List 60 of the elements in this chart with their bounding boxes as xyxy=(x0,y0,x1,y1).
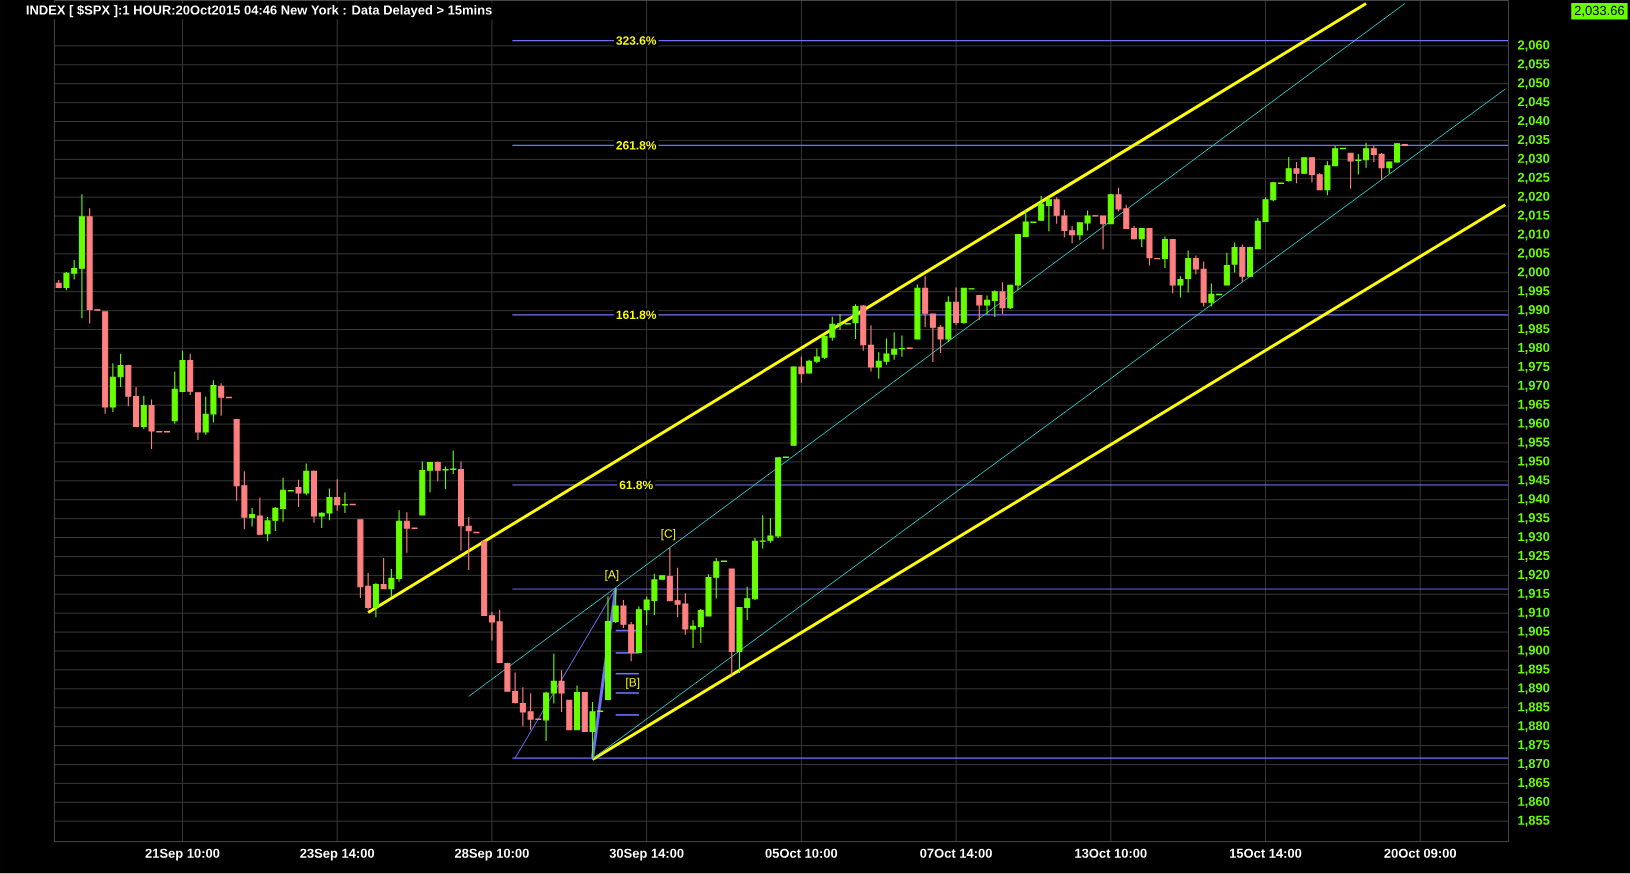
y-tick-label: 1,980 xyxy=(1518,343,1550,355)
text: 2,033.66 xyxy=(1574,6,1625,17)
x-tick-label: 05Oct 10:00 xyxy=(765,848,838,859)
y-tick-label: 1,985 xyxy=(1518,324,1550,336)
y-tick-label: 2,040 xyxy=(1517,116,1550,128)
y-tick-label: 1,975 xyxy=(1518,362,1550,374)
y-tick-label: 1,950 xyxy=(1518,456,1550,468)
x-tick-label: 15Oct 14:00 xyxy=(1229,848,1302,859)
x-tick-label: 30Sep 14:00 xyxy=(609,848,684,861)
y-tick-label: 2,010 xyxy=(1517,229,1550,241)
y-tick-label: 1,875 xyxy=(1518,740,1550,752)
chart-title: INDEX [ $SPX ]:1 HOUR:20Oct2015 04:46 New York : Data Delayed > 15mins xyxy=(26,5,492,18)
y-tick-label: 1,935 xyxy=(1518,513,1550,525)
x-tick-label: 13Oct 10:00 xyxy=(1075,848,1147,859)
y-tick-label: 1,945 xyxy=(1518,475,1550,487)
y-tick-label: 1,865 xyxy=(1518,778,1550,790)
x-tick-label: 07Oct 14:00 xyxy=(920,848,992,859)
y-tick-label: 1,885 xyxy=(1518,702,1550,714)
y-tick-label: 1,870 xyxy=(1518,759,1550,771)
annotation: [A] xyxy=(605,570,619,582)
y-tick-label: 2,000 xyxy=(1517,267,1550,279)
y-tick-label: 1,900 xyxy=(1518,645,1550,657)
annotation: [C] xyxy=(661,529,676,541)
y-tick-label: 1,940 xyxy=(1518,494,1550,506)
x-tick-label: 28Sep 10:00 xyxy=(454,848,529,861)
y-tick-label: 1,890 xyxy=(1518,683,1550,695)
y-tick-label: 1,915 xyxy=(1518,589,1550,601)
annotation: 261.8% xyxy=(616,141,657,150)
x-tick-label: 20Oct 09:00 xyxy=(1384,848,1457,859)
annotation: 61.8% xyxy=(619,480,653,490)
y-tick-label: 2,020 xyxy=(1517,191,1550,203)
y-tick-label: 1,860 xyxy=(1518,797,1550,809)
y-tick-label: 2,030 xyxy=(1517,154,1550,166)
y-tick-label: 2,025 xyxy=(1517,172,1550,184)
y-tick-label: 2,055 xyxy=(1517,59,1550,71)
annotation: 323.6% xyxy=(616,36,657,46)
x-tick-label: 23Sep 14:00 xyxy=(300,848,375,861)
y-tick-label: 1,955 xyxy=(1518,437,1550,449)
y-tick-label: 1,855 xyxy=(1518,815,1550,827)
x-tick-label: 21Sep 10:00 xyxy=(145,848,220,861)
annotation: 161.8% xyxy=(616,310,657,320)
y-tick-label: 2,015 xyxy=(1517,210,1550,222)
y-tick-label: 2,045 xyxy=(1517,97,1550,109)
y-tick-label: 1,995 xyxy=(1518,286,1550,298)
y-tick-label: 1,925 xyxy=(1518,551,1550,563)
y-tick-label: 1,895 xyxy=(1518,664,1550,676)
y-tick-label: 2,050 xyxy=(1517,78,1550,90)
y-tick-label: 1,920 xyxy=(1518,570,1550,582)
y-tick-label: 1,930 xyxy=(1518,532,1550,544)
y-tick-label: 1,880 xyxy=(1518,721,1550,733)
annotation: [B] xyxy=(626,677,640,690)
y-tick-label: 2,035 xyxy=(1517,135,1550,147)
y-tick-label: 1,910 xyxy=(1518,607,1550,619)
y-tick-label: 2,005 xyxy=(1517,248,1550,260)
y-tick-label: 1,965 xyxy=(1518,399,1550,411)
y-tick-label: 2,060 xyxy=(1517,40,1550,52)
y-tick-label: 1,960 xyxy=(1518,418,1550,430)
y-tick-label: 1,990 xyxy=(1518,305,1550,317)
y-tick-label: 1,970 xyxy=(1518,380,1550,393)
y-tick-label: 1,905 xyxy=(1518,626,1550,638)
